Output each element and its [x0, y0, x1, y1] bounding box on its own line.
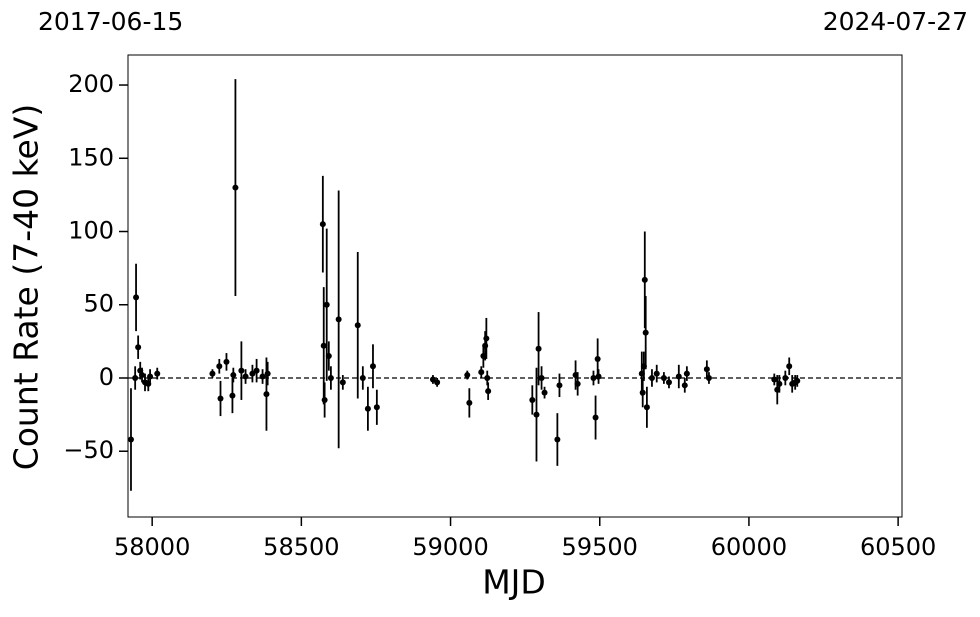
x-tick-label: 59000	[412, 533, 488, 561]
data-point	[264, 370, 271, 377]
data-point	[592, 414, 599, 421]
data-point	[478, 369, 485, 376]
data-point	[660, 374, 667, 381]
data-point	[325, 353, 332, 360]
data-point	[776, 380, 783, 387]
y-tick-label: −50	[63, 436, 114, 464]
data-point	[482, 342, 489, 349]
x-tick-label: 58000	[114, 533, 190, 561]
data-point	[217, 395, 224, 402]
data-point	[595, 373, 602, 380]
data-point	[147, 373, 154, 380]
data-point	[229, 392, 236, 399]
data-point	[535, 345, 542, 352]
data-point	[434, 379, 441, 386]
data-point	[590, 374, 597, 381]
data-point	[643, 404, 650, 411]
data-point	[771, 376, 778, 383]
data-point	[359, 374, 366, 381]
y-tick-label: 50	[83, 290, 114, 318]
data-point	[782, 374, 789, 381]
plot-frame	[127, 54, 903, 518]
y-tick-label: 150	[68, 143, 114, 171]
data-point	[133, 294, 140, 301]
data-point	[373, 404, 380, 411]
data-point	[323, 301, 330, 308]
data-point	[259, 373, 266, 380]
data-point	[263, 391, 270, 398]
data-point	[641, 276, 648, 283]
data-point	[703, 366, 710, 373]
data-point	[485, 388, 492, 395]
data-point	[253, 367, 260, 374]
data-point	[209, 370, 216, 377]
data-point	[132, 374, 139, 381]
data-point	[538, 374, 545, 381]
x-tick-label: 60000	[711, 533, 787, 561]
data-point	[354, 322, 361, 329]
data-point	[653, 370, 660, 377]
data-point	[238, 367, 245, 374]
data-point	[429, 376, 436, 383]
data-point	[665, 379, 672, 386]
y-tick-label: 0	[99, 363, 114, 391]
data-point	[786, 363, 793, 370]
data-point	[216, 363, 223, 370]
data-point	[249, 370, 256, 377]
data-point	[541, 389, 548, 396]
data-point	[705, 374, 712, 381]
data-point	[339, 379, 346, 386]
data-point	[574, 380, 581, 387]
data-point	[594, 355, 601, 362]
data-point	[230, 372, 237, 379]
y-tick-label: 100	[68, 217, 114, 245]
data-point	[369, 363, 376, 370]
data-point	[335, 316, 342, 323]
x-tick-label: 58500	[263, 533, 339, 561]
data-point	[154, 370, 161, 377]
data-point	[320, 342, 327, 349]
data-point	[533, 411, 540, 418]
data-point	[681, 382, 688, 389]
data-point	[484, 374, 491, 381]
data-point	[327, 374, 334, 381]
data-point	[223, 358, 230, 365]
x-axis-label: MJD	[482, 563, 546, 602]
data-point	[794, 377, 801, 384]
data-point	[242, 373, 249, 380]
x-tick-label: 59500	[562, 533, 638, 561]
data-point	[127, 436, 134, 443]
data-point	[648, 374, 655, 381]
data-point	[232, 184, 239, 191]
data-point	[135, 344, 142, 351]
x-tick-label: 60500	[860, 533, 936, 561]
data-point	[466, 399, 473, 406]
y-axis-label: Count Rate (7-40 keV)	[7, 104, 46, 471]
data-point	[364, 405, 371, 412]
top-left-label: 2017-06-15	[38, 7, 183, 36]
data-point	[683, 370, 690, 377]
data-point	[321, 396, 328, 403]
data-point	[642, 329, 649, 336]
y-tick-label: 200	[68, 70, 114, 98]
data-point	[556, 382, 563, 389]
data-point	[464, 372, 471, 379]
data-point	[319, 221, 326, 228]
data-point	[675, 373, 682, 380]
top-right-label: 2024-07-27	[823, 7, 968, 36]
data-point	[639, 389, 646, 396]
data-point	[529, 396, 536, 403]
data-point	[483, 335, 490, 342]
data-point	[139, 372, 146, 379]
data-point	[554, 436, 561, 443]
